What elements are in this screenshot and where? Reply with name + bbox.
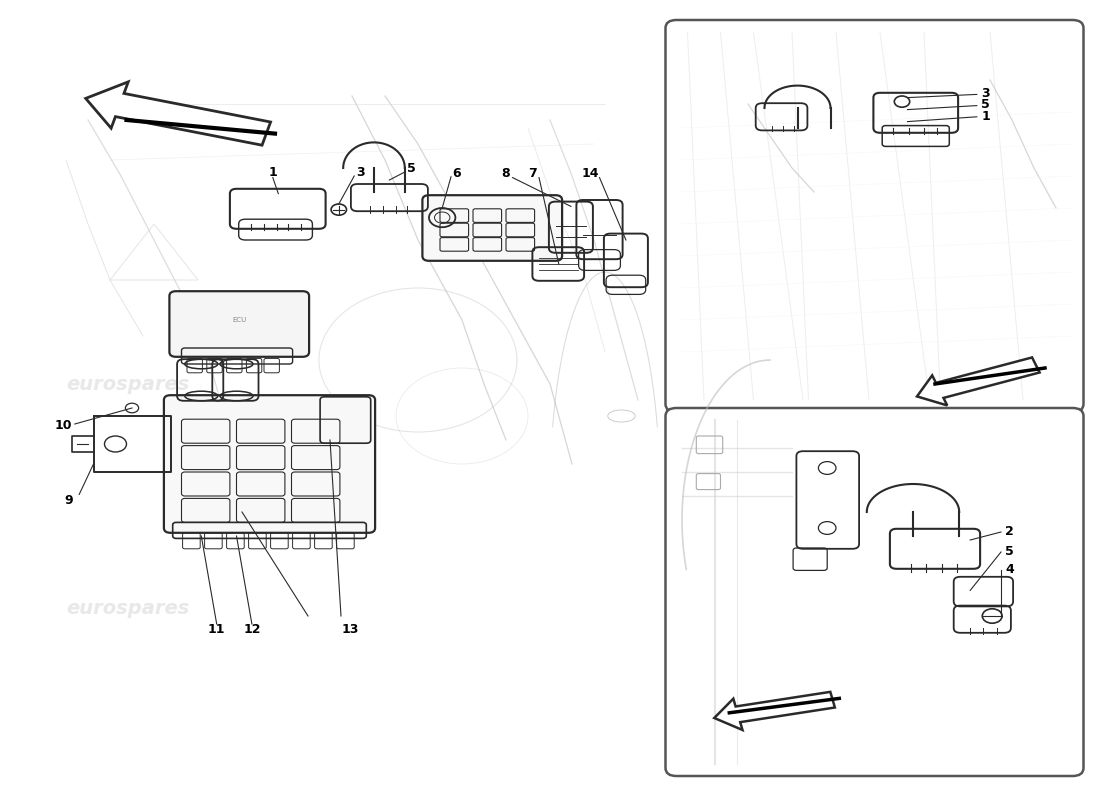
Text: 4: 4 — [1005, 563, 1014, 576]
Text: 8: 8 — [502, 167, 510, 180]
Text: 9: 9 — [64, 494, 73, 507]
Text: 5: 5 — [1005, 545, 1014, 558]
Text: 1: 1 — [268, 166, 277, 179]
Text: 10: 10 — [55, 419, 73, 432]
Text: 6: 6 — [452, 167, 461, 180]
FancyBboxPatch shape — [422, 195, 562, 261]
Text: 3: 3 — [981, 87, 990, 100]
Text: ECU: ECU — [233, 317, 246, 323]
Text: 11: 11 — [208, 623, 226, 636]
Polygon shape — [917, 358, 1040, 406]
Text: 5: 5 — [981, 98, 990, 111]
Text: eurospares: eurospares — [698, 245, 786, 259]
FancyBboxPatch shape — [164, 395, 375, 533]
Polygon shape — [714, 692, 835, 730]
Polygon shape — [86, 82, 271, 145]
FancyBboxPatch shape — [169, 291, 309, 357]
Text: 1: 1 — [981, 110, 990, 122]
Text: 5: 5 — [407, 162, 416, 175]
Text: eurospares: eurospares — [66, 374, 189, 394]
Text: eurospares: eurospares — [698, 625, 786, 639]
Text: 7: 7 — [528, 167, 537, 180]
Text: 13: 13 — [341, 623, 359, 636]
FancyBboxPatch shape — [666, 408, 1084, 776]
FancyBboxPatch shape — [666, 20, 1084, 412]
Text: 3: 3 — [356, 166, 365, 178]
Text: 12: 12 — [243, 623, 261, 636]
Text: 14: 14 — [582, 167, 600, 180]
Text: eurospares: eurospares — [66, 598, 189, 618]
Text: 2: 2 — [1005, 525, 1014, 538]
